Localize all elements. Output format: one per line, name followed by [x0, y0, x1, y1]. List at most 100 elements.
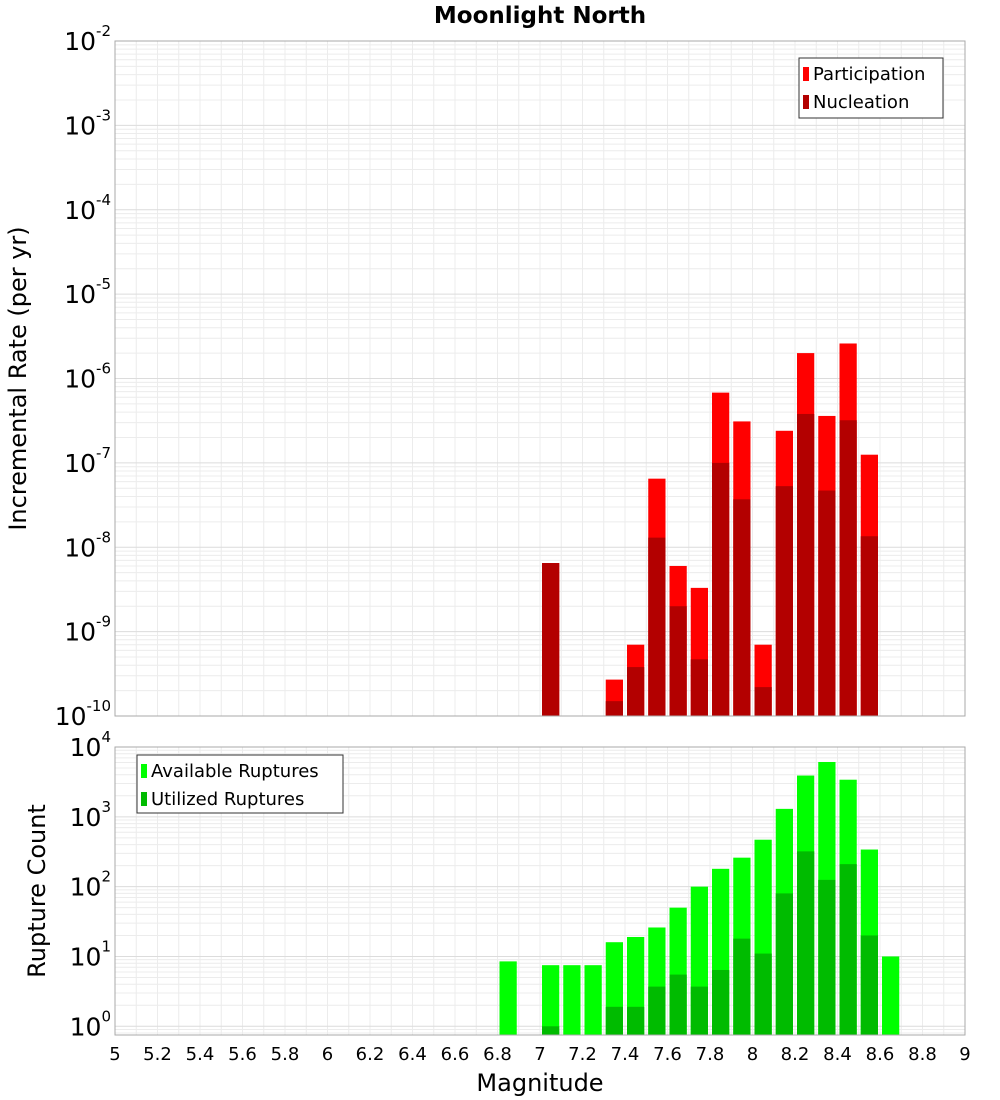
bar	[860, 935, 878, 1035]
bar	[733, 499, 751, 716]
y-tick-base: 10	[64, 196, 96, 225]
bar	[839, 864, 857, 1035]
bar	[542, 563, 560, 716]
y-tick-exponent: 0	[101, 1007, 111, 1025]
x-tick-label: 8.6	[866, 1044, 895, 1065]
bar	[542, 965, 560, 1035]
y-tick-exponent: -5	[96, 275, 111, 293]
bar	[627, 667, 645, 716]
y-tick-label: 10-2	[64, 22, 111, 56]
y-tick-label: 10-3	[64, 106, 111, 140]
x-tick-label: 7.4	[611, 1044, 640, 1065]
bar	[690, 986, 708, 1035]
plot-frame	[114, 40, 966, 717]
x-tick-label: 9	[959, 1044, 970, 1065]
x-tick-label: 8	[747, 1044, 758, 1065]
bar	[882, 956, 900, 1035]
y-tick-base: 10	[64, 111, 96, 140]
x-axis-label: Magnitude	[476, 1069, 603, 1097]
legend-swatch	[141, 764, 147, 778]
legend-swatch	[803, 67, 809, 81]
legend-entry: Available Ruptures	[151, 761, 319, 782]
legend-swatch	[803, 95, 809, 109]
x-tick-label: 5	[109, 1044, 120, 1065]
bar	[754, 687, 772, 716]
y-tick-label: 10-8	[64, 528, 111, 562]
x-tick-label: 8.4	[823, 1044, 852, 1065]
x-tick-label: 5.6	[228, 1044, 257, 1065]
x-tick-label: 5.8	[271, 1044, 300, 1065]
y-tick-label: 10-5	[64, 275, 111, 309]
y-tick-label: 103	[70, 798, 111, 832]
bar	[648, 986, 666, 1035]
y-tick-base: 10	[55, 702, 87, 731]
x-tick-label: 6.8	[483, 1044, 512, 1065]
x-tick-label: 6.6	[441, 1044, 470, 1065]
y-tick-label: 10-4	[64, 191, 111, 225]
x-tick-label: 6.2	[356, 1044, 385, 1065]
bar	[669, 606, 687, 716]
legend-box	[136, 754, 344, 814]
x-tick-label: 5.4	[186, 1044, 215, 1065]
y-tick-base: 10	[64, 365, 96, 394]
bar	[690, 659, 708, 716]
bar	[818, 879, 836, 1035]
y-tick-label: 100	[70, 1007, 111, 1041]
y-tick-base: 10	[70, 733, 102, 762]
y-tick-exponent: 1	[101, 937, 111, 955]
y-tick-label: 10-6	[64, 360, 111, 394]
y-tick-base: 10	[70, 1012, 102, 1041]
bar	[542, 1026, 560, 1035]
legend-entry: Nucleation	[813, 92, 909, 113]
bar	[563, 965, 581, 1035]
legend-swatch	[141, 792, 147, 806]
bar	[839, 420, 857, 716]
gridlines	[114, 40, 966, 717]
x-tick-label: 8.2	[781, 1044, 810, 1065]
bar	[627, 1006, 645, 1035]
bar	[754, 953, 772, 1035]
y-tick-base: 10	[70, 873, 102, 902]
x-tick-label: 7.6	[653, 1044, 682, 1065]
y-tick-label: 10-9	[64, 613, 111, 647]
y-tick-base: 10	[64, 618, 96, 647]
y-tick-label: 102	[70, 868, 111, 902]
y-tick-label: 10-10	[55, 697, 111, 731]
y-axis-label: Rupture Count	[23, 804, 51, 978]
y-tick-label: 101	[70, 937, 111, 971]
gridlines	[114, 746, 966, 1035]
y-tick-exponent: -10	[87, 697, 112, 715]
plot-frame	[114, 746, 966, 1036]
x-tick-label: 6.4	[398, 1044, 427, 1065]
y-tick-exponent: -6	[96, 360, 111, 378]
x-tick-label: 8.8	[908, 1044, 937, 1065]
y-tick-base: 10	[64, 280, 96, 309]
legend-box	[798, 57, 944, 119]
series-utilized-ruptures	[542, 851, 878, 1035]
y-tick-base: 10	[64, 533, 96, 562]
panel-1: 10-210-310-410-510-610-710-810-910-10Moo…	[4, 3, 966, 731]
bar	[584, 965, 602, 1035]
y-tick-exponent: 2	[101, 868, 111, 886]
y-tick-exponent: -3	[96, 106, 111, 124]
bar	[712, 462, 730, 716]
y-tick-base: 10	[70, 942, 102, 971]
bar	[605, 1006, 623, 1035]
legend-entry: Utilized Ruptures	[151, 789, 304, 810]
y-tick-exponent: -2	[96, 22, 111, 40]
y-tick-base: 10	[64, 27, 96, 56]
y-tick-exponent: -7	[96, 444, 111, 462]
bar	[669, 974, 687, 1035]
chart-title: Moonlight North	[434, 3, 646, 29]
bar	[775, 486, 793, 716]
y-axis-label: Incremental Rate (per yr)	[4, 226, 32, 530]
bar	[499, 961, 517, 1035]
legend: Participation Nucleation	[798, 57, 944, 119]
x-tick-label: 7	[534, 1044, 545, 1065]
bar	[605, 701, 623, 716]
y-tick-base: 10	[70, 803, 102, 832]
y-tick-exponent: -9	[96, 613, 111, 631]
y-tick-exponent: -8	[96, 528, 111, 546]
